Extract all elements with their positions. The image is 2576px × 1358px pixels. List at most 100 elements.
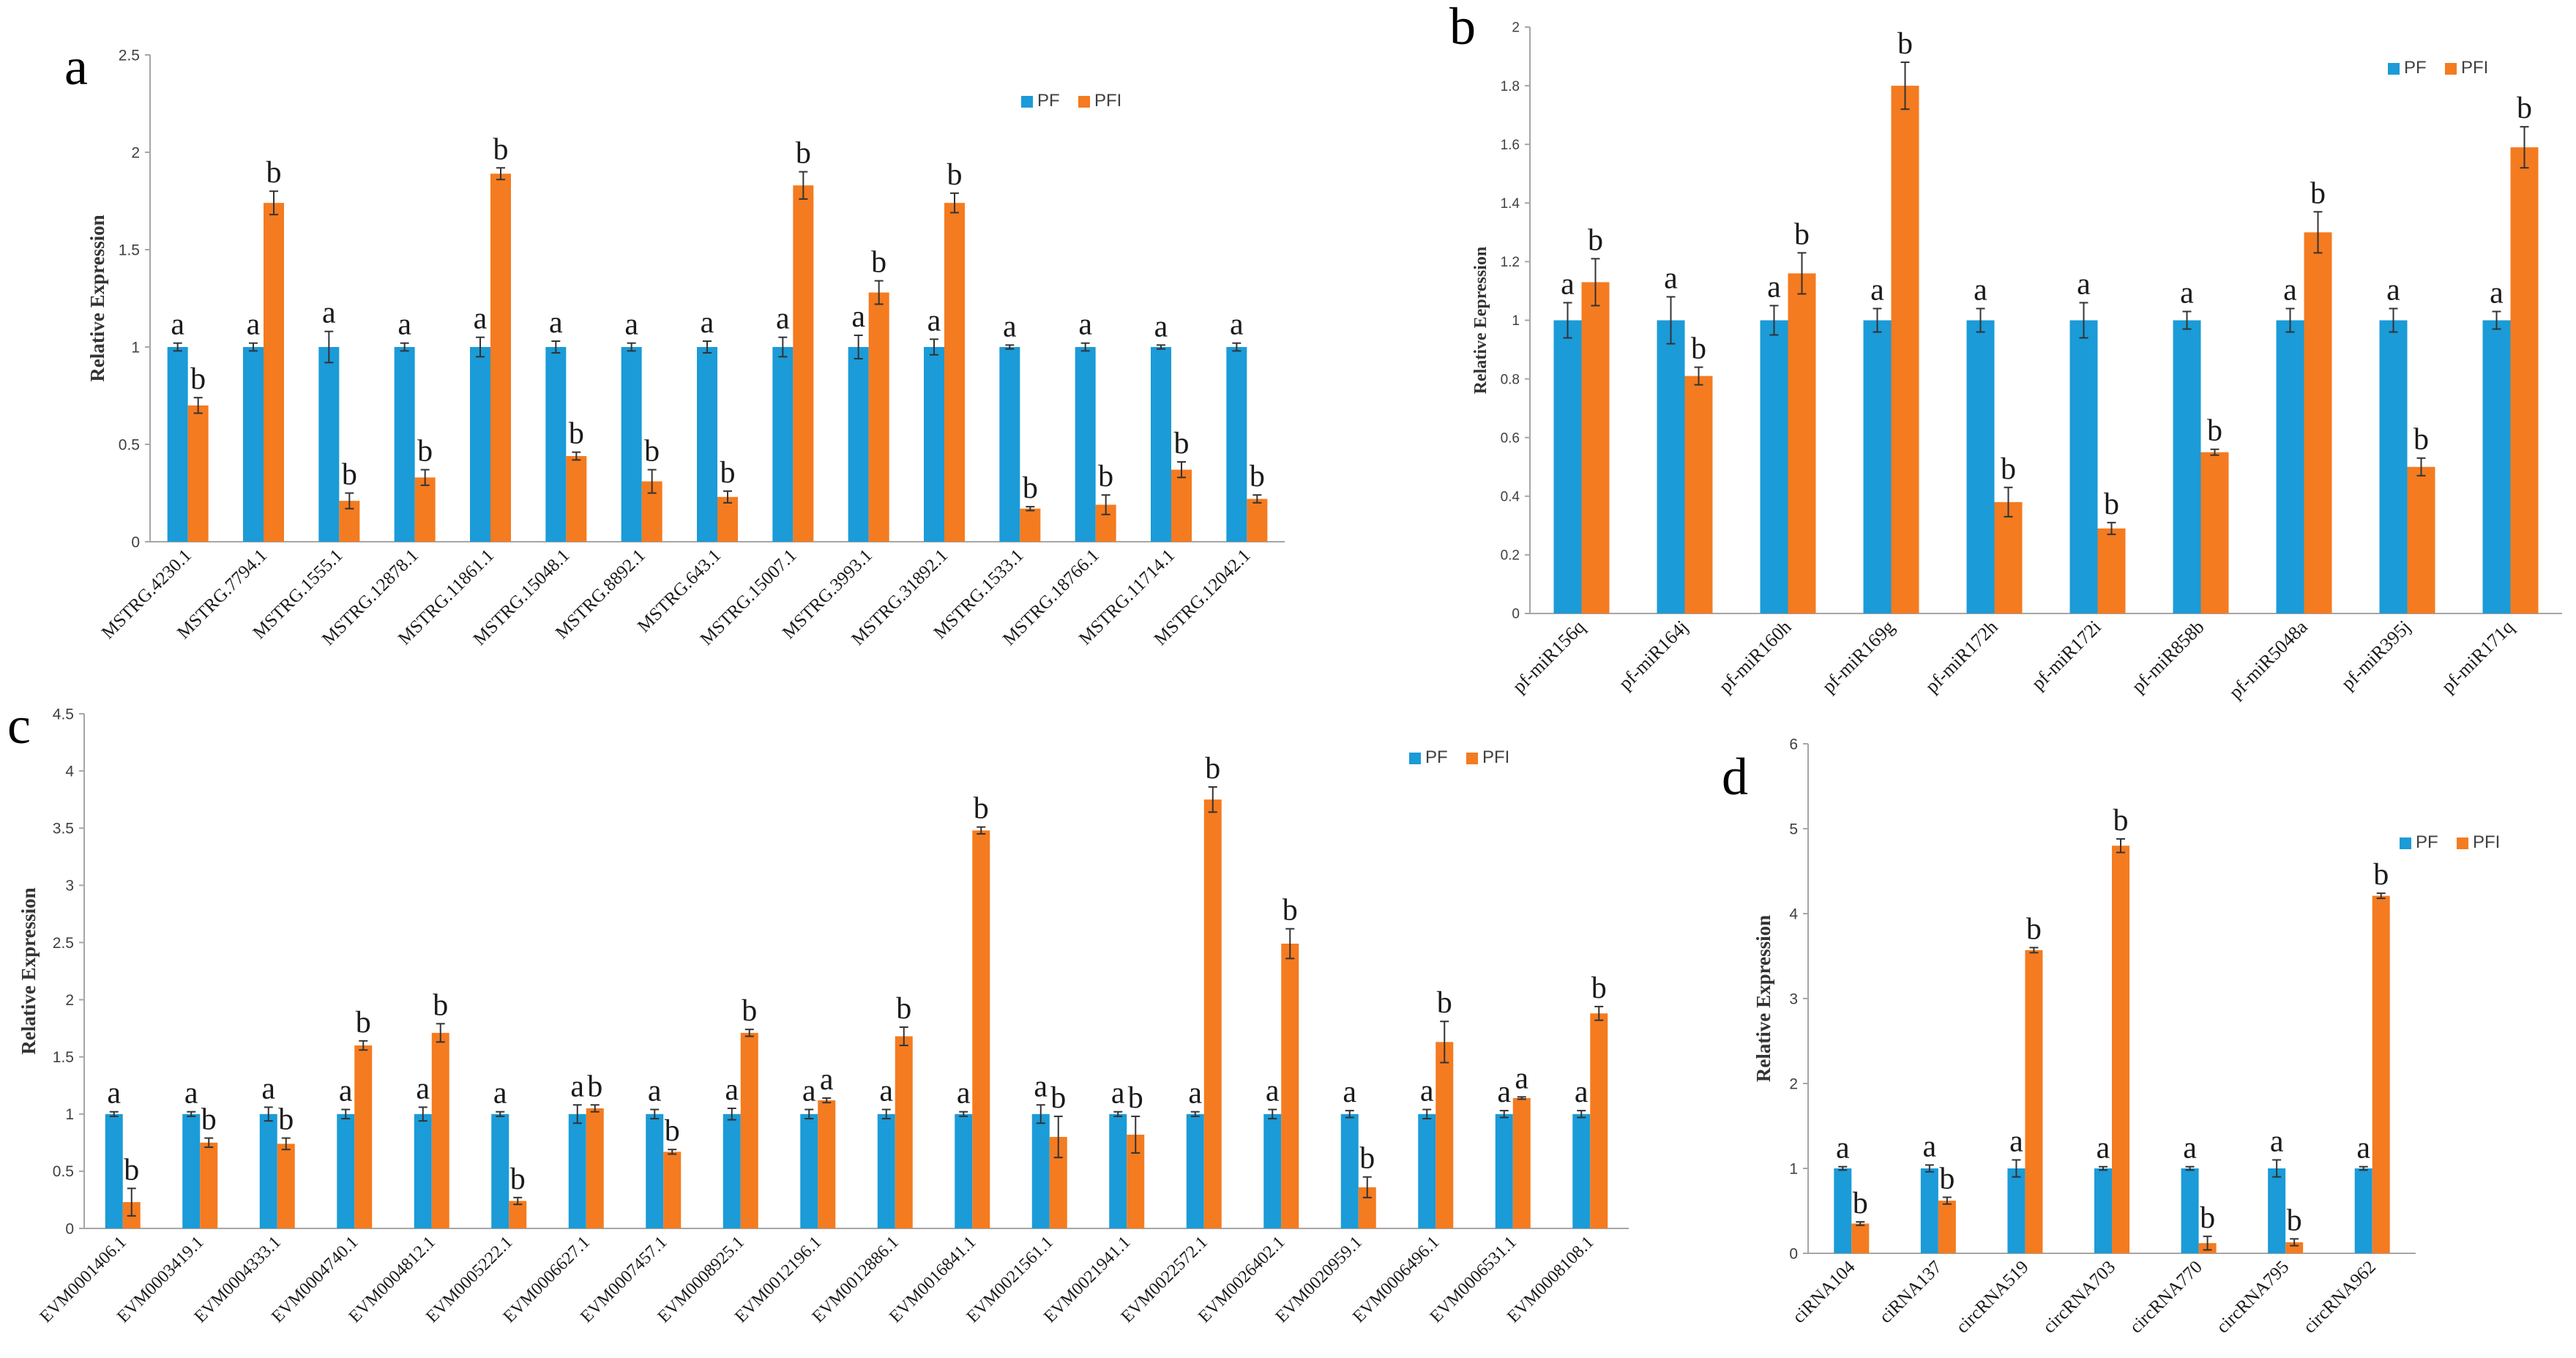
y-tick-label: 0.2 — [1501, 548, 1520, 564]
significance-label: b — [266, 156, 282, 190]
significance-label: a — [1664, 261, 1678, 295]
panel-label-d: d — [1722, 747, 1748, 806]
bar-pfi — [490, 174, 511, 542]
significance-label: b — [587, 1070, 602, 1103]
y-tick-label: 3 — [65, 878, 74, 895]
significance-label: a — [624, 308, 638, 342]
bar-pf — [955, 1113, 973, 1228]
y-tick-label: 2.5 — [53, 935, 74, 952]
bar-pfi — [793, 185, 814, 542]
bar-pf — [848, 347, 869, 542]
bar-pfi — [1436, 1042, 1454, 1228]
significance-label: b — [2207, 414, 2222, 448]
category-label: pf-miR164j — [1614, 616, 1692, 694]
y-tick-label: 0.4 — [1501, 489, 1520, 504]
significance-label: a — [247, 308, 261, 342]
y-axis-label: Relative Expression — [1752, 915, 1774, 1082]
bar-pf — [394, 347, 415, 542]
category-label: pf-miR172i — [2027, 616, 2105, 694]
significance-label: a — [879, 1075, 893, 1108]
significance-label: a — [261, 1072, 275, 1105]
significance-label: b — [201, 1103, 217, 1137]
legend-swatch-pfi — [1078, 96, 1090, 108]
significance-label: a — [339, 1075, 353, 1108]
legend-swatch-pf — [1021, 96, 1033, 108]
significance-label: a — [1003, 310, 1017, 343]
y-tick-label: 1.2 — [1501, 255, 1520, 270]
significance-label: b — [1359, 1142, 1375, 1176]
bar-pfi — [414, 477, 436, 542]
significance-label: b — [124, 1153, 139, 1187]
bar-pf — [646, 1113, 664, 1228]
significance-label: b — [2001, 452, 2016, 486]
significance-label: a — [1266, 1075, 1280, 1108]
bar-pf — [568, 1113, 586, 1228]
legend-label-pfi: PFI — [2461, 58, 2488, 78]
bar-pfi — [1788, 273, 1816, 613]
y-tick-label: 0 — [65, 1220, 74, 1237]
bar-pfi — [200, 1142, 218, 1228]
significance-label: b — [1205, 752, 1220, 786]
significance-label: a — [1343, 1075, 1356, 1109]
legend-label-pfi: PFI — [1094, 91, 1121, 111]
category-label: pf-miR160h — [1714, 616, 1795, 697]
significance-label: a — [416, 1072, 430, 1105]
significance-label: b — [1897, 27, 1913, 61]
significance-label: a — [1923, 1130, 1937, 1163]
bar-pfi — [1891, 86, 1919, 614]
bar-pf — [723, 1113, 741, 1228]
significance-label: a — [2009, 1124, 2023, 1158]
significance-label: a — [725, 1073, 739, 1107]
category-label: circRNA962 — [2300, 1257, 2380, 1337]
legend: PF PFI — [2388, 58, 2488, 78]
bar-pfi — [264, 203, 284, 542]
category-label: pf-miR171q — [2437, 616, 2517, 697]
bar-pfi — [1203, 799, 1222, 1228]
significance-label: a — [1515, 1062, 1528, 1095]
bar-pfi — [895, 1036, 913, 1228]
significance-label: b — [342, 458, 357, 492]
y-tick-label: 0.5 — [119, 436, 140, 453]
bar-pf — [1834, 1168, 1852, 1253]
bar-pf — [1966, 320, 1995, 613]
significance-label: b — [2104, 488, 2119, 521]
panel-label-c: c — [7, 696, 31, 755]
y-tick-label: 3 — [1789, 990, 1798, 1007]
y-tick-label: 1.8 — [1501, 79, 1520, 94]
bar-pfi — [2304, 232, 2332, 614]
legend-swatch-pf — [1409, 753, 1421, 764]
bar-pf — [2069, 320, 2098, 613]
significance-label: b — [2517, 92, 2532, 125]
significance-label: b — [1023, 471, 1038, 505]
bar-pf — [800, 1113, 818, 1228]
significance-label: a — [2180, 276, 2194, 310]
bar-pf — [1263, 1113, 1282, 1228]
bar-pfi — [2112, 846, 2129, 1253]
significance-label: a — [1188, 1077, 1202, 1111]
significance-label: a — [2077, 267, 2091, 301]
category-label: pf-miR395j — [2337, 616, 2414, 694]
bar-pfi — [1581, 282, 1610, 613]
significance-label: b — [1794, 217, 1810, 251]
bar-pfi — [1684, 376, 1713, 613]
bar-pf — [243, 347, 264, 542]
significance-label: b — [2373, 858, 2389, 892]
y-tick-label: 1 — [1789, 1160, 1798, 1177]
significance-label: a — [1767, 270, 1781, 304]
category-label: circRNA795 — [2213, 1257, 2293, 1337]
legend-label-pf: PF — [1037, 91, 1060, 111]
significance-label: a — [2283, 273, 2297, 307]
bar-pf — [1863, 320, 1892, 613]
bar-pf — [697, 347, 717, 542]
y-tick-label: 0 — [1512, 607, 1520, 622]
y-tick-label: 4 — [65, 763, 74, 780]
bar-pfi — [2407, 466, 2435, 613]
significance-label: b — [569, 417, 584, 451]
legend-label-pfi: PFI — [1482, 747, 1509, 767]
y-tick-label: 0 — [1789, 1245, 1798, 1262]
significance-label: a — [1497, 1075, 1511, 1109]
significance-label: a — [2386, 273, 2400, 307]
bar-pfi — [944, 203, 965, 542]
significance-label: a — [322, 296, 336, 330]
